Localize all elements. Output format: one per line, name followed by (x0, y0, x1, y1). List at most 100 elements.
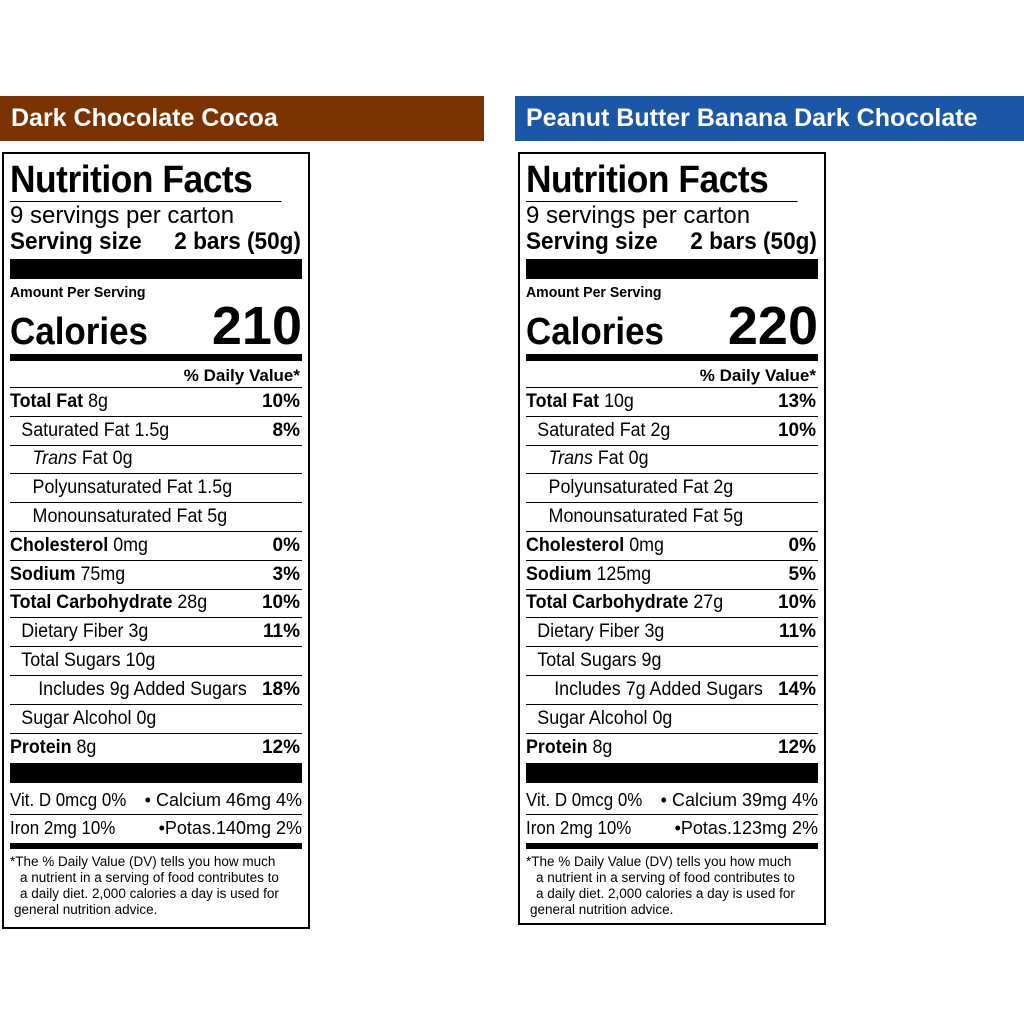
footnote-line: *The % Daily Value (DV) tells you how mu… (526, 854, 792, 870)
nutrient-label-italic: Trans (32, 448, 77, 470)
nutrient-dv: 0% (272, 534, 300, 556)
nutrient-label: Monounsaturated Fat (548, 506, 719, 528)
nutrient-dv: 11% (263, 621, 300, 643)
footnote-line: general nutrition advice. (530, 902, 674, 918)
row-protein: Protein 8g 12% (526, 734, 818, 763)
nutrient-amount: 8g (76, 736, 97, 758)
vitamins-row: Iron 2mg 10% •Potas.140mg 2% (10, 815, 302, 842)
row-total-carbohydrate: Total Carbohydrate 28g 10% (10, 590, 302, 619)
product-banner: Dark Chocolate Cocoa (0, 96, 484, 141)
nutrient-amount: 8g (88, 390, 108, 412)
footnote-line: a daily diet. 2,000 calories a day is us… (536, 886, 795, 902)
row-dietary-fiber: Dietary Fiber 3g 11% (526, 618, 818, 648)
nutrient-amount: 1.5g (134, 419, 170, 441)
nutrient-label: Cholesterol (10, 534, 109, 556)
row-total-sugars: Total Sugars 10g (10, 647, 302, 676)
vitamins-row: Vit. D 0mcg 0% • Calcium 46mg 4% (10, 787, 302, 816)
calories-label: Calories (10, 311, 148, 353)
row-saturated-fat: Saturated Fat 2g 10% (526, 417, 818, 446)
divider-thick (10, 259, 302, 279)
calories-value: 220 (727, 296, 818, 356)
divider-thick (526, 259, 818, 279)
nutrient-amount: 5g (207, 506, 228, 528)
vitamins-row: Iron 2mg 10% •Potas.123mg 2% (526, 815, 818, 842)
nutrient-label: Total Carbohydrate (526, 592, 689, 614)
divider-medium (526, 843, 818, 850)
nutrient-amount: 0g (652, 707, 673, 729)
nutrient-prefix: Includes (38, 678, 105, 700)
amount-per-serving: Amount Per Serving (10, 284, 146, 301)
nutrient-label: Total Fat (526, 390, 600, 412)
nutrient-amount: 5g (723, 506, 744, 528)
nutrient-label: Cholesterol (526, 534, 625, 556)
serving-size-label: Serving size (526, 228, 658, 255)
serving-size-label: Serving size (10, 228, 142, 255)
vitamin-d: Vit. D 0mcg 0% (526, 790, 643, 811)
servings-per-container: 9 servings per carton (526, 202, 751, 229)
row-sodium: Sodium 75mg 3% (10, 561, 302, 590)
row-polyunsaturated-fat: Polyunsaturated Fat 1.5g (10, 474, 302, 504)
nutrient-label: Saturated Fat (21, 419, 130, 441)
serving-size-value: 2 bars (50g) (174, 228, 301, 255)
calories-value: 210 (211, 296, 302, 356)
calories-row: Calories 220 (526, 296, 818, 356)
row-monounsaturated-fat: Monounsaturated Fat 5g (10, 503, 302, 532)
row-dietary-fiber: Dietary Fiber 3g 11% (10, 618, 302, 648)
nutrient-label: Dietary Fiber (21, 621, 124, 643)
potassium: •Potas.123mg 2% (674, 818, 818, 839)
nutrient-label: Total Carbohydrate (10, 592, 173, 614)
nutrient-dv: 3% (272, 563, 300, 585)
iron: Iron 2mg 10% (526, 818, 632, 839)
nutrient-amount: 0mg (113, 534, 148, 556)
nutrient-dv: 5% (788, 563, 816, 585)
serving-size: Serving size 2 bars (50g) (10, 229, 301, 255)
nutrition-facts-title: Nutrition Facts (10, 160, 282, 202)
nutrient-label: Sugar Alcohol (21, 707, 132, 729)
row-total-sugars: Total Sugars 9g (526, 647, 818, 676)
nutrient-amount: 1.5g (197, 477, 233, 499)
nutrient-dv: 10% (777, 592, 816, 614)
nutrient-label: Sodium (526, 563, 592, 585)
nutrient-dv: 13% (777, 390, 816, 412)
row-added-sugars: Includes 9g Added Sugars 18% (10, 676, 302, 705)
nutrient-dv: 0% (788, 534, 816, 556)
nutrient-amount: 2g (713, 477, 734, 499)
row-total-fat: Total Fat 8g 10% (10, 388, 302, 417)
nutrient-dv: 10% (777, 419, 816, 441)
nutrient-dv: 10% (261, 390, 300, 412)
row-monounsaturated-fat: Monounsaturated Fat 5g (526, 503, 818, 532)
nutrient-label: Protein (10, 736, 72, 758)
nutrient-amount: 8g (592, 736, 613, 758)
nutrient-dv: 11% (779, 621, 816, 643)
row-cholesterol: Cholesterol 0mg 0% (526, 532, 818, 561)
nutrient-dv: 12% (261, 736, 300, 758)
row-sodium: Sodium 125mg 5% (526, 561, 818, 590)
nutrient-label: Polyunsaturated Fat (548, 477, 709, 499)
serving-size: Serving size 2 bars (50g) (526, 229, 817, 255)
nutrient-label: Dietary Fiber (537, 621, 640, 643)
row-total-carbohydrate: Total Carbohydrate 27g 10% (526, 590, 818, 619)
row-sugar-alcohol: Sugar Alcohol 0g (526, 705, 818, 734)
nutrient-amount: 28g (177, 592, 208, 614)
nutrient-label: Fat (81, 448, 108, 470)
row-trans-fat: Trans Fat 0g (526, 446, 818, 475)
amount-per-serving: Amount Per Serving (526, 284, 662, 301)
calories-label: Calories (526, 311, 664, 353)
nutrient-label: Sodium (10, 563, 76, 585)
nutrient-amount: 0g (112, 448, 133, 470)
nutrient-amount: 7g (625, 678, 646, 700)
row-total-fat: Total Fat 10g 13% (526, 388, 818, 417)
nutrient-amount: 75mg (80, 563, 126, 585)
nutrient-dv: 12% (777, 736, 816, 758)
nutrient-amount: 9g (109, 678, 130, 700)
daily-value-footnote: *The % Daily Value (DV) tells you how mu… (526, 854, 818, 918)
servings-per-container: 9 servings per carton (10, 202, 235, 229)
nutrient-label-italic: Trans (548, 448, 593, 470)
nutrient-dv: 14% (777, 678, 816, 700)
row-sugar-alcohol: Sugar Alcohol 0g (10, 705, 302, 734)
footnote-line: a nutrient in a serving of food contribu… (536, 870, 795, 886)
daily-value-footnote: *The % Daily Value (DV) tells you how mu… (10, 854, 302, 918)
nutrient-amount: 0g (628, 448, 649, 470)
serving-size-value: 2 bars (50g) (690, 228, 817, 255)
nutrient-amount: 2g (650, 419, 671, 441)
